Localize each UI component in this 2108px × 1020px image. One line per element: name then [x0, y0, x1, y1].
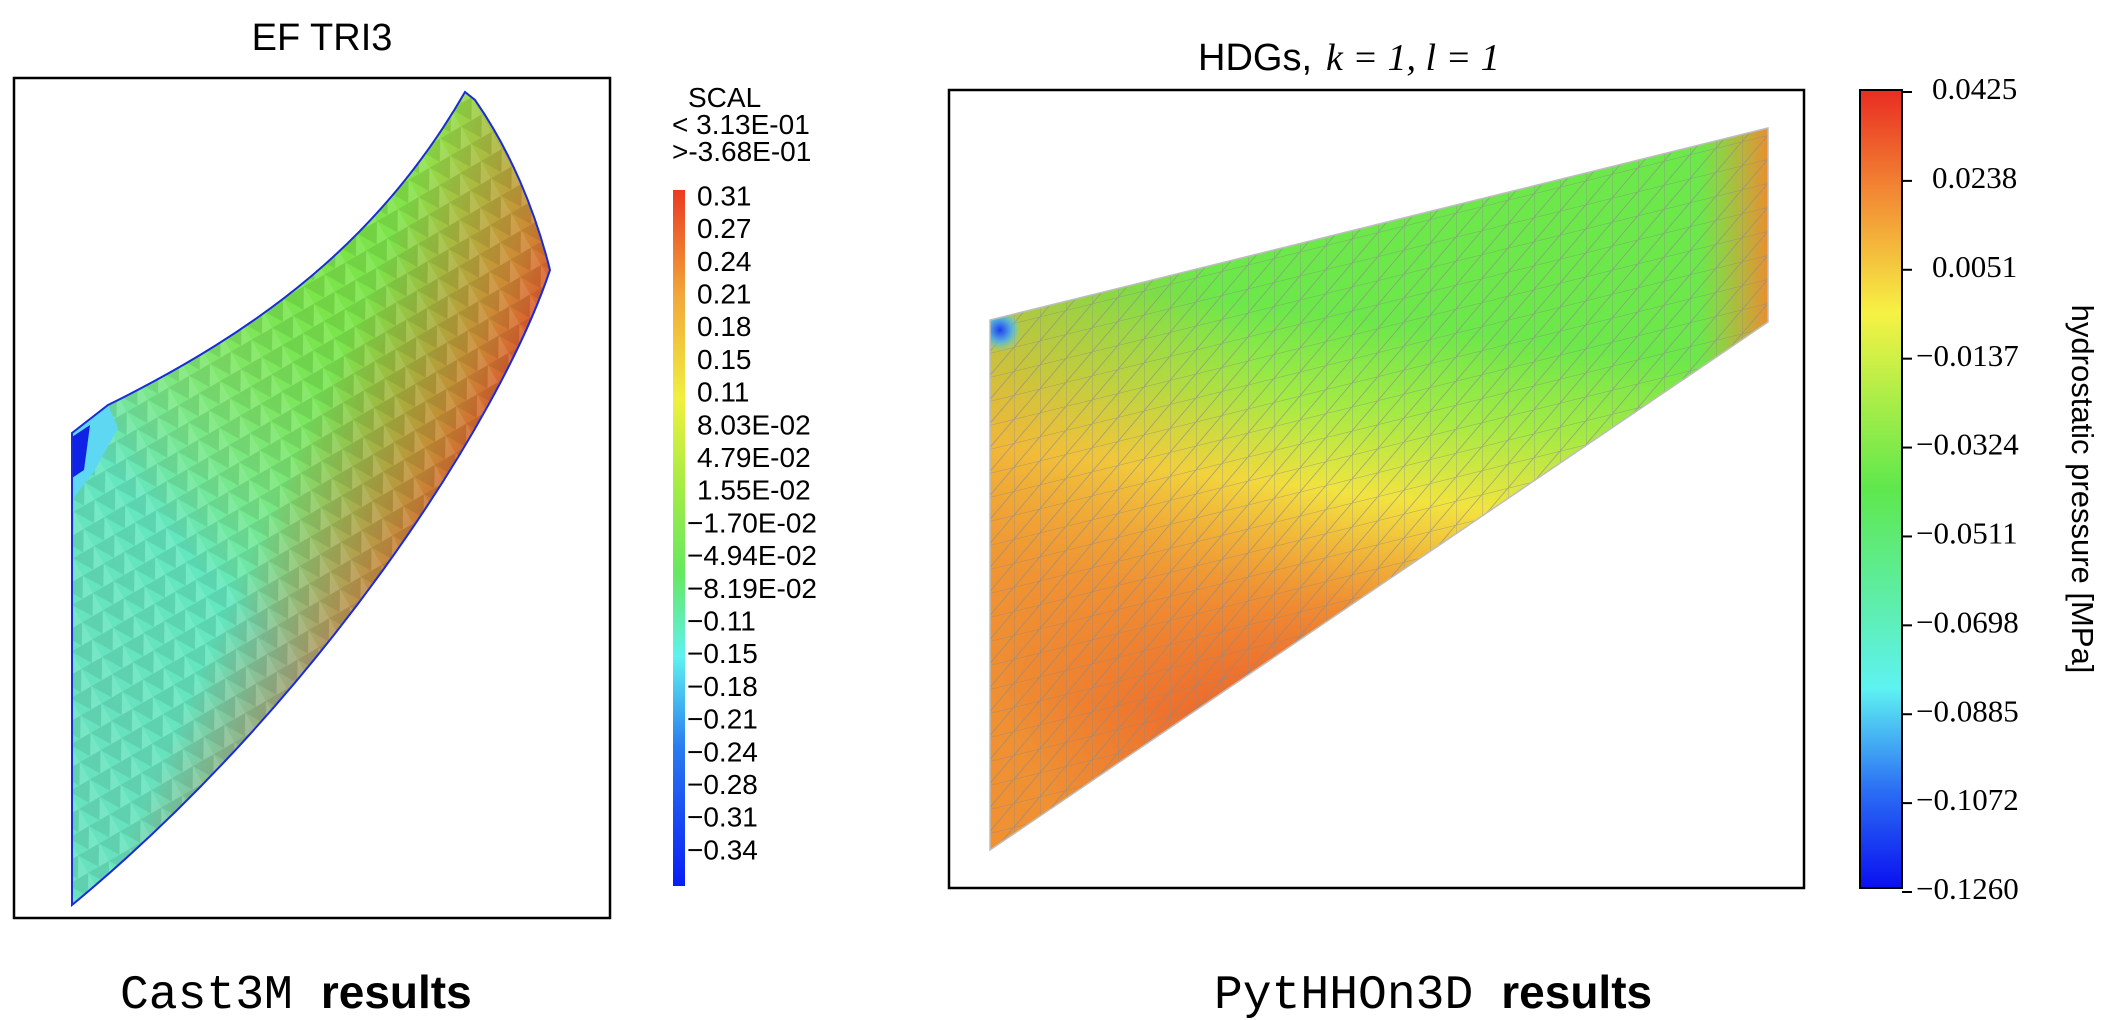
legend-tick-label: 0.15: [697, 344, 752, 375]
right-caption-code: PytHHOn3D: [1214, 969, 1473, 1020]
legend-tick-label: −0.21: [687, 704, 758, 735]
legend-tick-labels: 0.310.270.240.210.180.150.118.03E-024.79…: [687, 180, 817, 865]
cast3m-domain-boundary: [71, 90, 552, 908]
right-title-text: HDGs,: [1198, 37, 1312, 79]
colorbar-tick-label: −0.0698: [1916, 604, 2019, 639]
left-caption-code: Cast3M: [120, 969, 293, 1020]
left-caption-word: results: [321, 966, 472, 1018]
pythhon3d-mesh-field: [990, 128, 1768, 850]
right-caption-word: results: [1501, 966, 1652, 1018]
pythhon3d-min-spot: [990, 308, 1020, 356]
colorbar-tick-label: −0.0885: [1916, 693, 2019, 728]
legend-header: SCAL: [688, 82, 761, 113]
colorbar-tick-label: −0.0511: [1916, 516, 2018, 551]
legend-tick-label: −4.94E-02: [687, 540, 817, 571]
pressure-colorbar-label: hydrostatic pressure [MPa]: [2065, 305, 2100, 674]
cast3m-min-corner: [72, 405, 118, 500]
legend-tick-label: −0.15: [687, 638, 758, 669]
right-plot-frame: [947, 88, 1806, 890]
pythhon3d-domain-boundary: [989, 127, 1769, 852]
pythhon3d-panel: HDGs, k = 1, l = 1 0.0425 0.0238 0.0051 −0.…: [947, 37, 2100, 1020]
legend-tick-label: −0.11: [687, 605, 756, 636]
legend-tick-label: 0.24: [697, 246, 752, 277]
legend-tick-label: 4.79E-02: [697, 442, 811, 473]
pressure-colorbar-fill: [1859, 89, 1903, 889]
legend-tick-label: −0.31: [687, 802, 758, 833]
colorbar-tick-label: −0.1260: [1916, 871, 2019, 906]
left-caption: Cast3M results: [120, 966, 472, 1020]
colorbar-tick-label: 0.0425: [1932, 71, 2017, 106]
legend-min-line: >-3.68E-01: [672, 136, 811, 167]
colorbar-tick-label: 0.0238: [1932, 160, 2017, 195]
left-plot-frame: [12, 76, 612, 920]
legend-tick-label: −0.24: [687, 736, 758, 767]
cast3m-legend: SCAL < 3.13E-01 >-3.68E-01 0.310.270.240…: [672, 82, 817, 886]
right-title-math: k = 1, l = 1: [1326, 37, 1500, 79]
legend-tick-label: −0.28: [687, 769, 758, 800]
legend-tick-label: −0.34: [687, 834, 758, 865]
right-caption: PytHHOn3D results: [1214, 966, 1652, 1020]
legend-tick-label: 8.03E-02: [697, 409, 811, 440]
right-panel-title: HDGs, k = 1, l = 1: [1198, 37, 1500, 79]
colorbar-tick-label: −0.1072: [1916, 782, 2019, 817]
legend-tick-label: −0.18: [687, 671, 758, 702]
pressure-colorbar-ticks: 0.0425 0.0238 0.0051 −0.0137 −0.0324 −0.0511 −…: [1902, 71, 2019, 906]
legend-colorbar: [673, 190, 685, 886]
legend-tick-label: 0.18: [697, 311, 752, 342]
legend-tick-label: 0.21: [697, 278, 752, 309]
colorbar-tick-label: −0.0324: [1916, 427, 2019, 462]
colorbar-tick-label: 0.0051: [1932, 249, 2017, 284]
legend-tick-label: −8.19E-02: [687, 573, 817, 604]
legend-tick-label: 0.31: [697, 180, 752, 211]
cast3m-mesh-field: [72, 92, 550, 905]
legend-tick-label: 1.55E-02: [697, 475, 811, 506]
cast3m-panel: EF TRI3 SCAL < 3.13E-01 >-3.68E-01 0.310…: [12, 17, 817, 1020]
left-panel-title: EF TRI3: [252, 17, 393, 59]
legend-tick-label: 0.11: [697, 377, 749, 408]
legend-tick-label: 0.27: [697, 213, 752, 244]
legend-max-line: < 3.13E-01: [672, 109, 810, 140]
legend-tick-label: −1.70E-02: [687, 507, 817, 538]
colorbar-tick-label: −0.0137: [1916, 338, 2019, 373]
pressure-colorbar: 0.0425 0.0238 0.0051 −0.0137 −0.0324 −0.0511 −…: [1859, 71, 2100, 906]
